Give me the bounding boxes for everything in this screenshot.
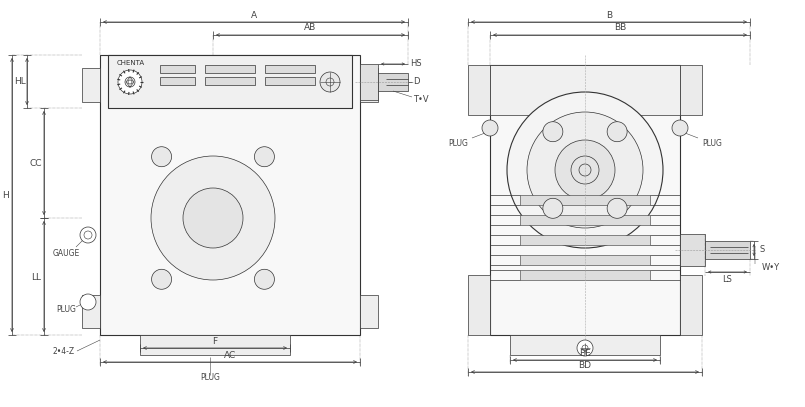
Text: LS: LS xyxy=(723,276,733,284)
Bar xyxy=(520,270,650,280)
Circle shape xyxy=(80,227,96,243)
Circle shape xyxy=(151,269,171,289)
Bar xyxy=(520,195,650,205)
Text: HS: HS xyxy=(410,59,422,68)
Bar xyxy=(82,68,100,102)
Circle shape xyxy=(607,198,627,218)
Bar xyxy=(520,215,650,225)
Bar xyxy=(140,335,290,355)
Bar xyxy=(520,235,650,245)
Text: D: D xyxy=(413,77,419,87)
Bar xyxy=(680,65,702,115)
Bar xyxy=(360,64,378,100)
Text: PLUG: PLUG xyxy=(448,138,468,147)
Text: S: S xyxy=(760,245,766,254)
Bar xyxy=(205,77,255,85)
Circle shape xyxy=(183,188,243,248)
Bar xyxy=(378,73,408,91)
Circle shape xyxy=(543,122,563,142)
Text: PLUG: PLUG xyxy=(200,374,220,383)
Circle shape xyxy=(118,70,142,94)
Circle shape xyxy=(108,113,318,323)
Text: PLUG: PLUG xyxy=(702,138,722,147)
Text: GAUGE: GAUGE xyxy=(52,249,80,258)
Bar xyxy=(680,275,702,335)
Circle shape xyxy=(482,120,498,136)
Text: F: F xyxy=(213,337,217,346)
Text: PLUG: PLUG xyxy=(56,306,76,315)
Circle shape xyxy=(543,198,563,218)
Bar xyxy=(490,65,680,335)
Circle shape xyxy=(151,156,275,280)
Bar xyxy=(160,77,195,85)
Bar xyxy=(510,335,660,355)
Bar xyxy=(360,68,378,102)
Circle shape xyxy=(607,122,627,142)
Circle shape xyxy=(527,112,643,228)
Text: BB: BB xyxy=(614,24,626,33)
Text: AC: AC xyxy=(224,350,236,359)
Circle shape xyxy=(555,140,615,200)
Bar xyxy=(265,77,315,85)
Bar xyxy=(265,65,315,73)
Text: AB: AB xyxy=(303,24,316,33)
Bar xyxy=(205,65,255,73)
Text: W•Y: W•Y xyxy=(762,263,780,273)
Text: 2•4-Z: 2•4-Z xyxy=(53,348,75,357)
Bar xyxy=(680,234,705,266)
Bar xyxy=(468,275,490,335)
Bar xyxy=(360,295,378,328)
Circle shape xyxy=(254,147,275,167)
Circle shape xyxy=(577,340,593,356)
Text: BE: BE xyxy=(579,348,591,357)
Circle shape xyxy=(320,72,340,92)
Text: A: A xyxy=(251,11,257,20)
Text: LL: LL xyxy=(31,273,41,282)
Circle shape xyxy=(507,92,663,248)
Text: CHENTA: CHENTA xyxy=(117,60,145,66)
Bar xyxy=(100,55,360,335)
Text: B: B xyxy=(606,11,612,20)
Text: HL: HL xyxy=(14,77,26,87)
Text: BD: BD xyxy=(579,361,592,370)
Text: H: H xyxy=(2,190,8,199)
Bar xyxy=(468,65,490,115)
Bar xyxy=(82,295,100,328)
Bar xyxy=(490,65,680,115)
Bar xyxy=(705,241,750,259)
Bar xyxy=(160,65,195,73)
Text: CC: CC xyxy=(30,158,42,168)
Circle shape xyxy=(672,120,688,136)
Text: T•V: T•V xyxy=(413,96,428,105)
Bar xyxy=(520,255,650,265)
Circle shape xyxy=(254,269,275,289)
Bar xyxy=(108,55,352,108)
Circle shape xyxy=(80,294,96,310)
Circle shape xyxy=(151,147,171,167)
